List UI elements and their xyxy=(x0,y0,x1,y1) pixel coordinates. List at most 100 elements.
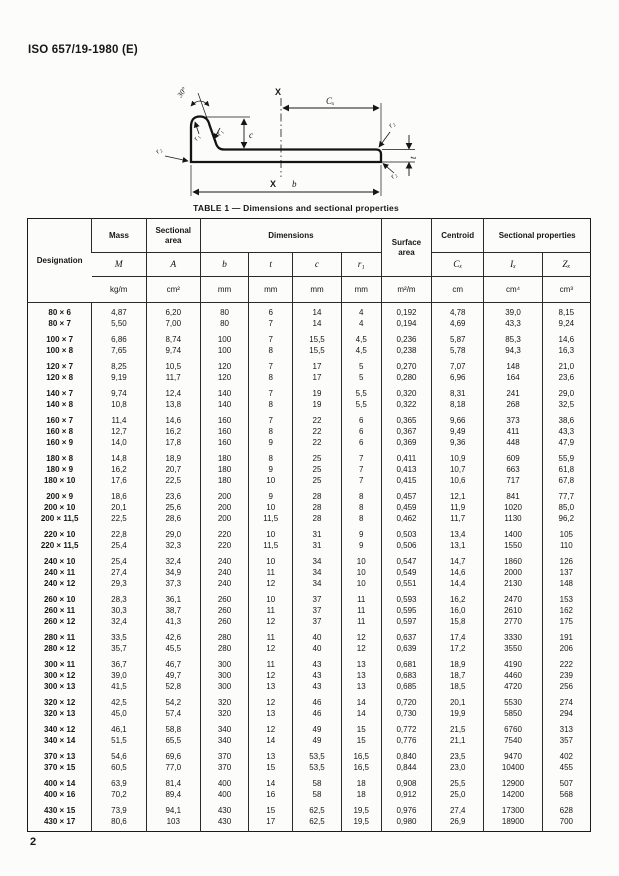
value-cell: 28,6 xyxy=(145,513,201,524)
value-cell: 294 xyxy=(541,708,591,719)
designation-cell: 300 × 13 xyxy=(43,681,76,691)
value-cell: 400 xyxy=(199,773,249,789)
designation-cell: 370 × 13 xyxy=(43,751,76,761)
value-cell: 10,9 xyxy=(431,448,484,464)
value-cell: 0,683 xyxy=(380,670,432,681)
value-cell: 5530 xyxy=(483,692,543,708)
value-cell: 12 xyxy=(248,616,293,627)
value-cell: 2610 xyxy=(483,605,543,616)
table-row: 300 × 11 36,7 46,7 300 11 43 13 0,681 18,9 4190 22… xyxy=(28,654,591,670)
unit-c: mm xyxy=(292,276,342,303)
angle-label: 30° xyxy=(175,85,189,100)
table-row: 370 × 13 54,6 69,6 370 13 53,5 16,5 0,840 23,5 94… xyxy=(28,746,591,762)
value-cell: 32,4 xyxy=(91,616,147,627)
value-cell: 25,0 xyxy=(431,789,484,800)
page-number: 2 xyxy=(30,836,37,848)
value-cell: 3330 xyxy=(483,627,543,643)
value-cell: 455 xyxy=(541,762,591,773)
value-cell: 23,6 xyxy=(541,372,591,383)
designation-cell: 280 × 11 xyxy=(44,632,76,642)
value-cell: 62,5 xyxy=(292,800,342,816)
value-cell: 14,8 xyxy=(91,448,147,464)
value-cell: 27,4 xyxy=(431,800,484,816)
table-row: 400 × 14 63,9 81,4 400 14 58 18 0,908 25,5 12900 5… xyxy=(28,773,591,789)
value-cell: 0,415 xyxy=(380,475,432,486)
table-row: 140 × 7 9,74 12,4 140 7 19 5,5 0,320 8,31 241 29,0 xyxy=(28,383,591,399)
value-cell: 11,7 xyxy=(145,372,201,383)
value-cell: 320 xyxy=(199,692,249,708)
value-cell: 45,5 xyxy=(145,643,201,654)
value-cell: 8 xyxy=(248,399,293,410)
designation-cell: 220 × 10 xyxy=(43,529,76,539)
value-cell: 39,0 xyxy=(91,670,147,681)
value-cell: 34 xyxy=(292,567,342,578)
value-cell: 200 xyxy=(199,486,249,502)
table-row: 80 × 7 5,50 7,00 80 7 14 4 0,194 4,69 43,3 9,24 xyxy=(28,318,591,329)
value-cell: 140 xyxy=(199,399,249,410)
value-cell: 21,5 xyxy=(431,719,484,735)
value-cell: 16,5 xyxy=(340,762,382,773)
value-cell: 4190 xyxy=(483,654,543,670)
value-cell: 11 xyxy=(340,616,382,627)
unit-area: cm² xyxy=(145,276,201,303)
value-cell: 260 xyxy=(199,589,249,605)
symbol-r1: r₁ xyxy=(340,252,382,277)
value-cell: 160 xyxy=(199,410,249,426)
value-cell: 6 xyxy=(340,410,382,426)
value-cell: 100 xyxy=(199,345,249,356)
value-cell: 12 xyxy=(248,643,293,654)
value-cell: 51,5 xyxy=(91,735,147,746)
unit-r1: mm xyxy=(340,276,382,303)
value-cell: 164 xyxy=(483,372,543,383)
table-row: 200 × 10 20,1 25,6 200 10 28 8 0,459 11,9 1020 85,… xyxy=(28,502,591,513)
table-row: 220 × 11,5 25,4 32,3 220 11,5 31 9 0,506 13,1 155… xyxy=(28,540,591,551)
value-cell: 7 xyxy=(248,318,293,329)
value-cell: 5 xyxy=(340,356,382,372)
value-cell: 11 xyxy=(340,605,382,616)
value-cell: 0,776 xyxy=(380,735,432,746)
value-cell: 0,912 xyxy=(380,789,432,800)
value-cell: 8 xyxy=(248,372,293,383)
value-cell: 30,3 xyxy=(91,605,147,616)
value-cell: 841 xyxy=(483,486,543,502)
value-cell: 12 xyxy=(248,719,293,735)
unit-b: mm xyxy=(199,276,249,303)
value-cell: 700 xyxy=(541,816,591,832)
value-cell: 9 xyxy=(248,437,293,448)
value-cell: 5,87 xyxy=(431,329,484,345)
value-cell: 13 xyxy=(340,654,382,670)
value-cell: 17,6 xyxy=(91,475,147,486)
designation-cell: 400 × 16 xyxy=(43,789,76,799)
value-cell: 14,6 xyxy=(431,567,484,578)
value-cell: 25,5 xyxy=(431,773,484,789)
col-header-sectional-area: Sectional area xyxy=(145,218,201,253)
value-cell: 12,1 xyxy=(431,486,484,502)
value-cell: 6760 xyxy=(483,719,543,735)
value-cell: 80,6 xyxy=(91,816,147,832)
designation-cell: 400 × 14 xyxy=(43,778,76,788)
value-cell: 11 xyxy=(248,627,293,643)
value-cell: 16,2 xyxy=(91,464,147,475)
designation-cell: 340 × 12 xyxy=(43,724,76,734)
value-cell: 11 xyxy=(248,567,293,578)
value-cell: 25,4 xyxy=(91,540,147,551)
value-cell: 40 xyxy=(292,627,342,643)
value-cell: 280 xyxy=(199,643,249,654)
value-cell: 47,9 xyxy=(541,437,591,448)
table-row: 100 × 7 6,86 8,74 100 7 15,5 4,5 0,236 5,87 85,3 1… xyxy=(28,329,591,345)
value-cell: 0,720 xyxy=(380,692,432,708)
value-cell: 13,4 xyxy=(431,524,484,540)
table-row: 400 × 16 70,2 89,4 400 16 58 18 0,912 25,0 14200 5… xyxy=(28,789,591,800)
value-cell: 36,1 xyxy=(145,589,201,605)
value-cell: 9 xyxy=(340,524,382,540)
designation-cell: 200 × 11,5 xyxy=(40,513,79,523)
col-header-designation: Designation xyxy=(27,218,92,303)
r1-label-a: r₁ xyxy=(191,132,202,142)
value-cell: 29,0 xyxy=(145,524,201,540)
value-cell: 18,9 xyxy=(431,654,484,670)
value-cell: 370 xyxy=(199,762,249,773)
designation-cell: 430 × 15 xyxy=(43,805,76,815)
value-cell: 400 xyxy=(199,789,249,800)
value-cell: 430 xyxy=(199,800,249,816)
value-cell: 43 xyxy=(292,681,342,692)
